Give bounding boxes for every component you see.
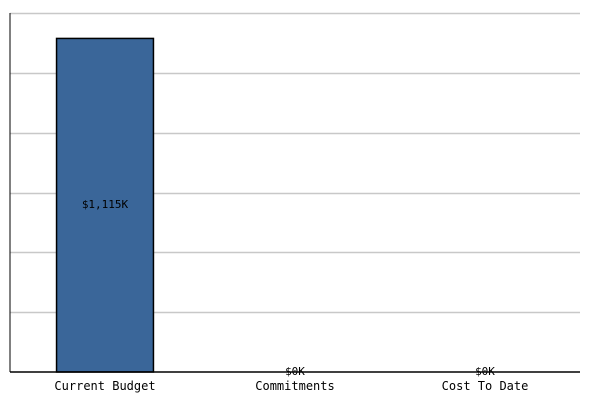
category-label: Current Budget — [54, 379, 155, 393]
category-label: Cost To Date — [442, 379, 529, 393]
category-labels: Current Budget Commitments Cost To Date — [54, 379, 528, 393]
data-labels: $1,115K $0K $0K — [82, 198, 495, 378]
data-label: $0K — [475, 365, 495, 378]
data-label: $0K — [285, 365, 305, 378]
data-label: $1,115K — [82, 198, 129, 211]
axes — [9, 13, 580, 373]
category-label: Commitments — [255, 379, 334, 393]
